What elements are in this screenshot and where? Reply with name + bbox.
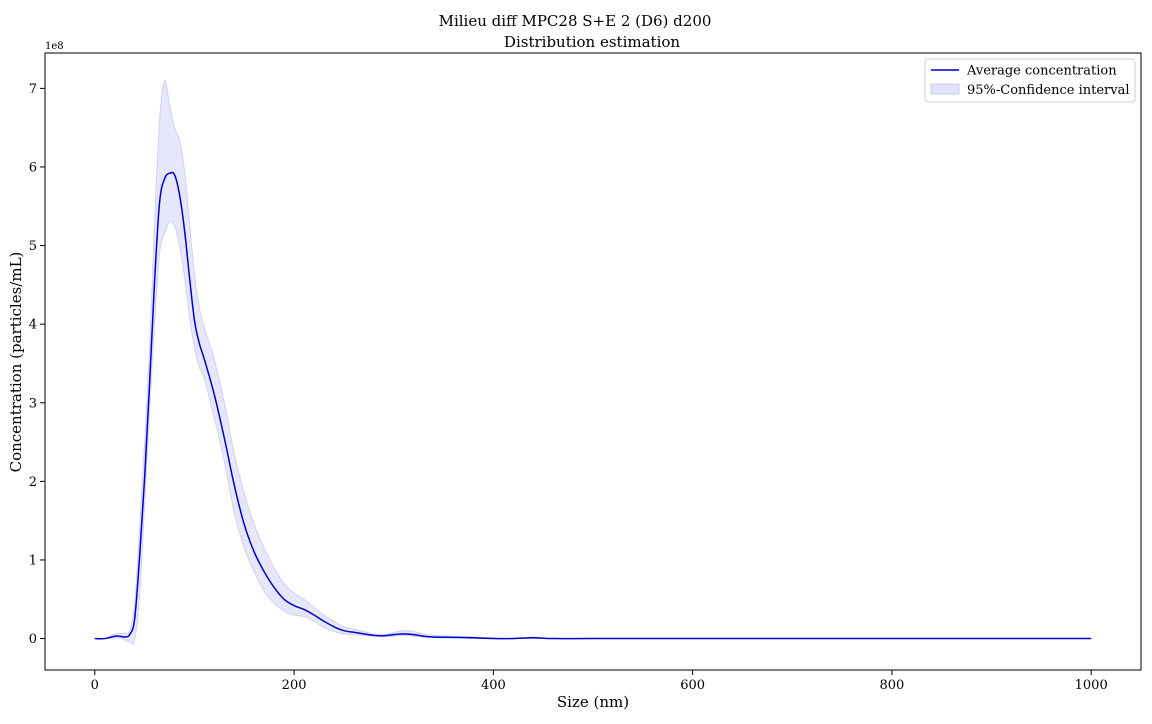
chart-subtitle: Distribution estimation [504,33,680,51]
x-tick-label: 200 [282,678,307,693]
y-tick-label: 5 [29,239,37,254]
y-scale-label: 1e8 [45,41,64,52]
legend-label-average: Average concentration [966,64,1117,79]
confidence-band [94,79,1092,645]
legend-box [924,58,1136,103]
x-axis-ticks: 0 200 400 600 800 1000 [91,670,1108,693]
x-tick-label: 1000 [1075,678,1108,693]
y-tick-label: 0 [29,632,37,647]
y-tick-label: 2 [29,475,37,490]
chart-title: Milieu diff MPC28 S+E 2 (D6) d200 [439,12,712,30]
y-tick-label: 6 [29,160,37,175]
y-tick-label: 1 [29,553,37,568]
x-tick-label: 600 [680,678,705,693]
plot-frame [44,52,1142,671]
x-tick-label: 800 [879,678,904,693]
x-axis-label: Size (nm) [557,693,629,711]
average-line-layer [94,171,1092,640]
x-tick-label: 0 [91,678,99,693]
legend: Average concentration 95%-Confidence int… [924,58,1136,103]
y-tick-label: 7 [29,82,37,97]
y-tick-label: 3 [29,396,37,411]
legend-band-swatch [930,83,960,95]
x-tick-label: 400 [481,678,506,693]
y-axis-ticks: 0 1 2 3 4 5 6 7 [29,82,45,647]
y-axis-label: Concentration (particles/mL) [7,252,25,473]
average-concentration-line [94,171,1092,640]
y-tick-label: 4 [29,318,37,333]
confidence-band-layer [94,79,1092,645]
legend-label-confidence: 95%-Confidence interval [967,83,1130,98]
